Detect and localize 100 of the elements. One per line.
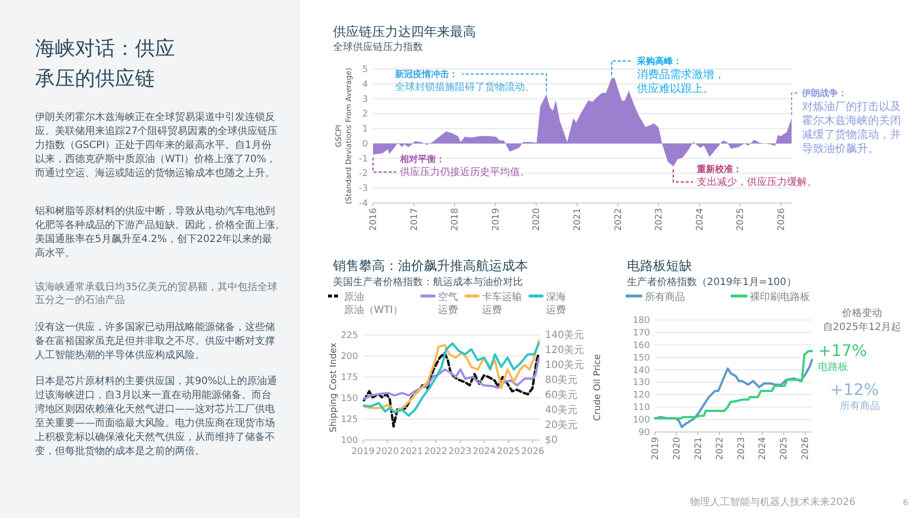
y-axis-title: Shipping Cost Index	[329, 342, 339, 432]
y-tick-label: 175	[340, 373, 358, 383]
text: 伊朗关闭霍尔木兹海峡正在全球贸易渠道中引发连锁反应。美联储用来追踪27个阻碍贸易因素的全球供应链压力指数（GSCPI）正处于四年来的最高水平。自1月份以来，西德克萨斯中质原油（WTI）价格上涨了70%，而通过空运、海运或陆运的货物运输成本也随之上升。	[35, 111, 278, 179]
y-tick-label: 140	[632, 366, 650, 376]
y2-axis-title: Crude Oil Price	[593, 354, 603, 421]
x-tick-label: 2020	[532, 208, 542, 231]
x-tick-label: 2019	[651, 436, 661, 460]
x-tick-label: 2026	[776, 208, 787, 231]
line-series	[654, 358, 814, 428]
y-tick-label: -4	[359, 199, 368, 209]
x-tick-label: 2025	[736, 208, 746, 231]
y-tick-label: -1	[359, 154, 368, 164]
y2-tick-label: $0	[545, 435, 558, 446]
legend-label: 空气运费	[438, 291, 458, 316]
y-tick-label: 0	[362, 139, 368, 150]
text: +17%	[818, 341, 867, 360]
text: 日本是芯片原材料的主要供应国，其90%以上的原油通过该海峡进口，自3月以来一直在动用能源储备。而台湾地区则因依赖液化天然气进口——这对芯片工厂供电至关重要——而面临最大风险。电力供应商在现货市场上积极竞标以确保液化天然气供应，从而维持了储备不变，但每批货物的成本是之前的两倍。	[35, 375, 278, 457]
x-tick-label: 2024	[695, 208, 706, 231]
y-tick-label: 90	[638, 428, 650, 438]
y-tick-label: 3	[362, 94, 368, 105]
line-series	[362, 357, 540, 400]
annotation: 重新校准：	[696, 164, 742, 175]
x-tick-label: 2024	[758, 436, 768, 460]
annotation: 新冠疫情冲击：	[394, 69, 458, 80]
y2-tick-label: 20美元	[545, 419, 578, 431]
x-tick-label: 2022	[424, 447, 448, 457]
text: 该海峡通常承载日均35亿美元的贸易额，其中包括全球五分之一的石油产品	[35, 281, 278, 306]
y2-tick-label: 120美元	[545, 344, 584, 356]
y-tick-label: 160	[632, 340, 650, 351]
x-tick-label: 2018	[450, 208, 461, 231]
chart-subtitle: 生产者价格指数（2019年1月=100）	[627, 276, 796, 288]
y-tick-label: 5	[362, 65, 368, 75]
chart-title: 电路板短缺	[627, 259, 692, 274]
y-tick-label: 225	[340, 331, 358, 341]
chart-title: 销售攀高：油价飙升推高航运成本	[332, 258, 528, 274]
legend-label: 裸印刷电路板	[750, 291, 810, 303]
y-tick-label: 120	[632, 390, 650, 401]
y-tick-label: -2	[359, 169, 368, 180]
y-tick-label: 170	[632, 328, 650, 338]
text: 电路板	[818, 361, 848, 373]
y-tick-label: 4	[362, 80, 368, 90]
annotation: 消费品需求激增，供应难以跟上。	[637, 68, 725, 95]
text: 6	[903, 498, 908, 507]
x-tick-label: 2025	[497, 447, 520, 457]
annotation: 供应压力仍接近历史平均值。	[400, 166, 530, 178]
text: 物理人工智能与机器人技术未来2026	[690, 496, 856, 508]
legend-label: 所有商品	[645, 291, 685, 303]
annotation: 相对平衡：	[399, 154, 445, 165]
chart-subtitle: 美国生产者价格指数：航运成本与油价对比	[333, 276, 523, 288]
y-tick-label: 180	[632, 316, 650, 326]
y-tick-label: 130	[632, 378, 650, 388]
y-tick-label: 100	[340, 436, 358, 446]
y2-tick-label: 100美元	[545, 359, 584, 371]
line-series	[654, 350, 814, 420]
x-tick-label: 2017	[410, 208, 420, 231]
y2-tick-label: 80美元	[545, 374, 578, 386]
x-tick-label: 2019	[352, 447, 375, 457]
y-tick-label: 2	[362, 110, 368, 120]
annotation: 支出减少，供应压力缓解。	[697, 176, 817, 188]
text: 没有这一供应，许多国家已动用战略能源储备，这些储备在富裕国家虽充足但并非取之不尽。供应中断对支撑人工智能热潮的半导体供应构成风险。	[35, 321, 275, 361]
y-tick-label: 150	[340, 394, 358, 404]
text: 所有商品	[840, 400, 880, 412]
annotation: 对炼油厂的打击以及霍尔木兹海峡的关闭减缓了货物流动，并导致油价飙升。	[802, 100, 901, 155]
y-tick-label: 110	[632, 403, 650, 414]
y-tick-label: 100	[632, 416, 650, 426]
legend-label: 卡车运输运费	[482, 291, 522, 316]
annotation: 伊朗战争：	[801, 88, 847, 99]
x-tick-label: 2016	[369, 208, 379, 231]
line-series	[362, 352, 540, 428]
text: 自2025年12月起	[822, 321, 902, 333]
y-tick-label: 125	[340, 415, 358, 425]
y2-tick-label: 40美元	[545, 404, 578, 416]
x-tick-label: 2021	[400, 447, 423, 457]
text: +12%	[830, 380, 879, 399]
y-tick-label: 200	[340, 352, 358, 362]
x-tick-label: 2022	[715, 437, 726, 460]
chart-subtitle: 全球供应链压力指数	[333, 41, 423, 53]
legend-label: 原油原油（WTI）	[344, 291, 403, 316]
x-tick-label: 2020	[376, 447, 399, 457]
legend-label: 深海运费	[546, 291, 566, 316]
x-tick-label: 2025	[780, 437, 790, 460]
annotation: 全球封锁措施阻碍了货物流动。	[395, 81, 535, 93]
annotation: 采购高峰：	[636, 56, 682, 67]
x-tick-label: 2021	[694, 437, 704, 460]
x-tick-label: 2019	[491, 208, 502, 231]
y2-tick-label: 140美元	[545, 329, 584, 341]
y2-tick-label: 60美元	[545, 389, 578, 401]
x-tick-label: 2022	[614, 208, 624, 231]
x-tick-label: 2026	[521, 447, 544, 457]
x-tick-label: 2023	[654, 208, 665, 231]
text: 价格变动	[841, 307, 882, 319]
x-tick-label: 2026	[801, 436, 812, 460]
text: 海峡对话：供应承压的供应链	[35, 36, 175, 90]
y-tick-label: 1	[362, 124, 368, 135]
x-tick-label: 2023	[736, 437, 747, 460]
x-tick-label: 2024	[472, 447, 496, 457]
text: 铝和树脂等原材料的供应中断，导致从电动汽车电池到化肥等各种成品的下游产品短缺。因此，价格全面上涨。美国通胀率在5月飙升至4.2%，创下2022年以来的最高水平。	[34, 205, 285, 259]
y-tick-label: -3	[359, 184, 368, 194]
x-tick-label: 2020	[672, 436, 682, 460]
x-tick-label: 2021	[572, 208, 583, 231]
